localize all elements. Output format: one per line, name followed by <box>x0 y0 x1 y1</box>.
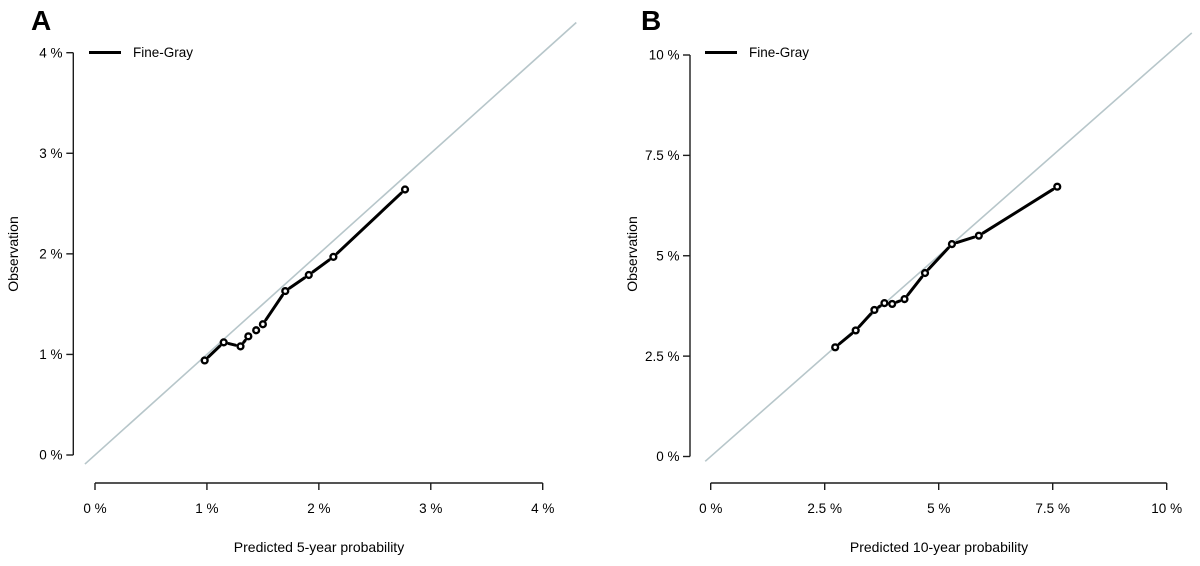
y-tick-label: 0 % <box>656 449 679 464</box>
data-point-marker <box>258 320 267 329</box>
data-point-marker <box>920 268 930 278</box>
series-segment <box>206 344 222 359</box>
data-point-marker <box>236 342 245 351</box>
panel-b: B 0 % 2.5 % 5 % 7.5 % 10 % 0 % 2.5 % 5 % 7.5 % 10… <box>600 0 1200 566</box>
calibration-plot-5-year: 0 % 1 % 2 % 3 % 4 % 0 % 1 % 2 % 3 % 4 % <box>39 21 577 516</box>
data-point-marker <box>888 299 897 309</box>
x-tick-label: 0 % <box>699 501 722 516</box>
data-point-marker <box>851 326 860 335</box>
x-tick-label: 4 % <box>531 501 554 516</box>
x-tick-label: 2.5 % <box>807 501 842 516</box>
data-point-marker <box>244 332 253 341</box>
series-segment <box>311 258 331 274</box>
data-point-marker <box>947 240 957 249</box>
x-axis-title: Predicted 10-year probability <box>849 539 1029 555</box>
y-tick-label: 7.5 % <box>645 148 680 163</box>
x-tick-label: 1 % <box>195 501 218 516</box>
series-segment <box>955 235 976 245</box>
legend-line-sample <box>705 50 737 55</box>
y-axis-title: Observation <box>624 216 640 292</box>
series-segment <box>242 338 247 344</box>
y-tick-label: 4 % <box>39 45 62 60</box>
x-tick-label: 5 % <box>927 501 950 516</box>
data-point-marker <box>281 286 290 296</box>
series-segment <box>895 299 902 304</box>
series-segment <box>877 304 882 309</box>
panel-a: A 0 % 1 % 2 % 3 % 4 % 0 % 1 % 2 % 3 % 4 % Fine-Gr… <box>5 5 577 555</box>
y-tick-label: 2.5 % <box>645 349 680 364</box>
data-point-marker <box>200 356 209 365</box>
x-tick-label: 3 % <box>419 501 442 516</box>
series-segment <box>857 312 873 329</box>
data-point-marker <box>304 270 313 280</box>
series-segment <box>335 191 403 255</box>
panel-b-letter: B <box>641 5 662 36</box>
y-tick-label: 2 % <box>39 247 62 262</box>
x-tick-label: 0 % <box>83 501 106 516</box>
panel-a-letter: A <box>31 5 52 36</box>
data-point-marker <box>219 338 228 347</box>
x-tick-label: 7.5 % <box>1035 501 1070 516</box>
data-point-marker <box>900 295 909 304</box>
legend: Fine-Gray <box>89 45 193 60</box>
series-segment <box>288 276 306 290</box>
data-point-marker <box>831 343 840 352</box>
legend-label: Fine-Gray <box>133 45 194 60</box>
data-point-marker <box>329 252 338 261</box>
series-segment <box>264 293 284 322</box>
series-segment <box>981 187 1055 235</box>
identity-reference-line <box>84 21 577 465</box>
series-segment <box>927 246 950 271</box>
data-point-marker <box>880 299 889 308</box>
x-tick-label: 2 % <box>307 501 330 516</box>
y-tick-label: 10 % <box>649 48 680 63</box>
y-axis-title: Observation <box>5 216 21 292</box>
legend-line-sample <box>89 50 121 55</box>
data-point-marker <box>1053 182 1062 191</box>
y-tick-label: 1 % <box>39 347 62 362</box>
series-segment <box>227 342 237 347</box>
series-segment <box>837 332 854 346</box>
calibration-plot-10-year: 0 % 2.5 % 5 % 7.5 % 10 % 0 % 2.5 % 5 % 7.5 % 10 % <box>645 32 1193 516</box>
y-tick-label: 3 % <box>39 146 62 161</box>
legend-label: Fine-Gray <box>749 45 810 60</box>
data-point-marker <box>870 305 879 315</box>
x-tick-label: 10 % <box>1151 501 1182 516</box>
y-tick-label: 5 % <box>656 248 679 263</box>
legend: Fine-Gray <box>705 45 809 60</box>
data-point-marker <box>974 231 983 240</box>
x-axis-title: Predicted 5-year probability <box>233 539 405 555</box>
series-segment <box>906 275 924 297</box>
y-tick-label: 0 % <box>39 448 62 463</box>
data-point-marker <box>252 326 261 335</box>
data-point-marker <box>400 185 410 194</box>
